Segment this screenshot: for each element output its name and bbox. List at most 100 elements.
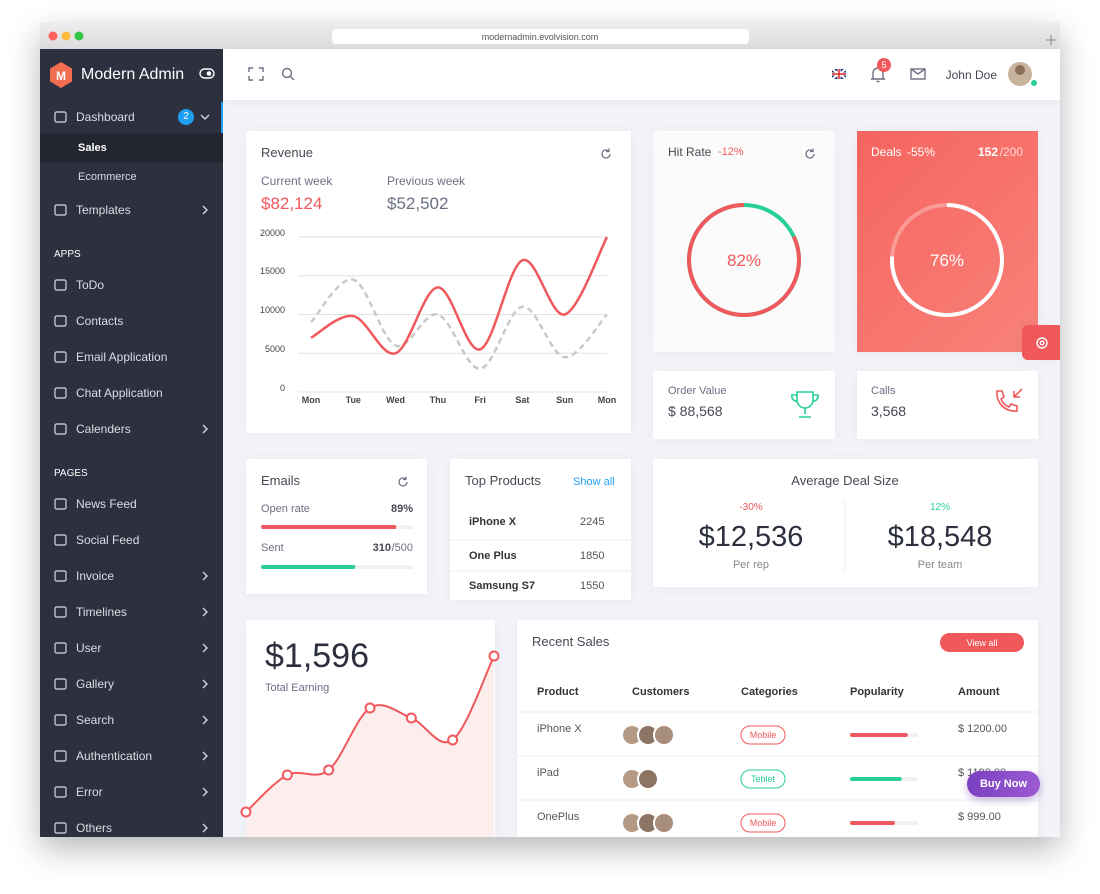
- nav-item[interactable]: News Feed: [76, 497, 137, 511]
- nav-icon: [54, 351, 67, 363]
- avatar-head: [1015, 65, 1025, 75]
- chevron: [200, 114, 210, 120]
- zoom-dot[interactable]: [74, 31, 84, 41]
- change: -12%: [718, 145, 744, 158]
- card-title: Average Deal Size: [791, 472, 899, 488]
- toggle-icon[interactable]: [199, 68, 215, 79]
- point: [488, 650, 500, 662]
- nav-item[interactable]: Social Feed: [76, 533, 140, 547]
- button-label[interactable]: View all: [966, 637, 998, 648]
- product-name: Samsung S7: [469, 579, 536, 592]
- nav-item[interactable]: Templates: [76, 203, 131, 217]
- product-name: iPad: [537, 766, 560, 779]
- nav-heading: PAGES: [54, 468, 88, 479]
- viewport: modernadmin.evolvision.com M Modern Admin 5…: [40, 22, 1060, 837]
- stat-label: Calls: [871, 384, 896, 397]
- chevron: [202, 643, 208, 653]
- nav-icon: [54, 786, 67, 798]
- view-all-button[interactable]: [940, 633, 1024, 652]
- nav-item[interactable]: Authentication: [76, 749, 153, 763]
- chevron: [202, 607, 208, 617]
- url-bar[interactable]: [332, 29, 749, 44]
- flag-icon[interactable]: [831, 68, 847, 80]
- deal-value: $18,548: [887, 520, 993, 553]
- nav-item[interactable]: Email Application: [76, 350, 168, 364]
- nav-item[interactable]: Others: [76, 821, 113, 835]
- column-header: Customers: [632, 685, 690, 698]
- open-indicator: [221, 102, 223, 133]
- popularity-bar: [850, 733, 908, 737]
- nav-icon: [54, 642, 67, 654]
- search-icon[interactable]: [281, 67, 295, 81]
- nav-item[interactable]: User: [76, 641, 102, 655]
- progress-bar: [261, 565, 356, 569]
- nav-item[interactable]: Invoice: [76, 569, 115, 583]
- refresh-icon[interactable]: [398, 476, 408, 487]
- mail-icon[interactable]: [910, 68, 926, 80]
- order-value-card: [653, 371, 835, 439]
- minimize-dot[interactable]: [61, 31, 71, 41]
- card-title: Revenue: [261, 144, 314, 160]
- category-pill: [740, 725, 786, 745]
- nav-badge: [178, 109, 194, 125]
- chevron: [202, 424, 208, 434]
- stat-value: 89%: [390, 502, 413, 515]
- category: Mobile: [749, 817, 777, 828]
- buy-now-button[interactable]: Buy Now: [967, 771, 1040, 797]
- trophy-icon: [791, 391, 819, 418]
- expand-icon[interactable]: [248, 67, 264, 81]
- x-tick-label: Tue: [345, 394, 361, 405]
- settings-icon[interactable]: [1036, 337, 1048, 349]
- close-dot[interactable]: [48, 31, 58, 41]
- revenue-card: [246, 131, 631, 433]
- nav-item[interactable]: Dashboard: [76, 110, 135, 124]
- link[interactable]: Show all: [573, 475, 615, 488]
- nav-heading: APPS: [54, 249, 81, 260]
- stat-label: Sent: [261, 541, 284, 554]
- progress-bar: [261, 525, 397, 529]
- column-header: Categories: [741, 685, 798, 698]
- logo-mark: [50, 62, 72, 88]
- customer-avatar: [653, 812, 675, 834]
- new-tab-icon[interactable]: [1046, 35, 1056, 45]
- category: Teblet: [750, 773, 776, 784]
- nav-item[interactable]: Timelines: [76, 605, 127, 619]
- line-series: [310, 278, 608, 370]
- nav-item[interactable]: Sales: [78, 141, 107, 154]
- nav-item[interactable]: Error: [76, 785, 103, 799]
- nav-item[interactable]: Ecommerce: [78, 170, 137, 183]
- chevron: [202, 679, 208, 689]
- product-count: 1850: [580, 549, 605, 562]
- refresh-icon[interactable]: [601, 148, 611, 159]
- user-name[interactable]: John Doe: [945, 68, 997, 82]
- refresh-icon[interactable]: [805, 148, 815, 159]
- stat-value: $ 88,568: [668, 403, 723, 419]
- point: [323, 764, 335, 776]
- stat-value: 3,568: [871, 403, 907, 419]
- notification-badge: [877, 58, 891, 72]
- stat-value: 310: [372, 541, 391, 554]
- area: [246, 656, 494, 837]
- nav-icon: [54, 750, 67, 762]
- x-tick-label: Mon: [597, 394, 617, 405]
- settings-tab[interactable]: [1022, 325, 1060, 360]
- card-title: Deals: [871, 145, 902, 159]
- nav-item[interactable]: Search: [76, 713, 115, 727]
- nav-item[interactable]: Calenders: [76, 422, 131, 436]
- chevron: [202, 823, 208, 833]
- stat-value: $82,124: [261, 193, 323, 213]
- change: -30%: [739, 502, 763, 513]
- x-tick-label: Wed: [386, 394, 405, 405]
- change: -55%: [907, 145, 936, 159]
- nav-item[interactable]: Chat Application: [76, 386, 163, 400]
- column-header: Popularity: [850, 685, 904, 698]
- browser-window: modernadmin.evolvision.com M Modern Admin 5…: [40, 22, 1060, 837]
- nav-item[interactable]: Gallery: [76, 677, 115, 691]
- chevron: [202, 787, 208, 797]
- x-tick-label: Sun: [556, 394, 574, 405]
- stat-label: Open rate: [261, 502, 310, 515]
- nav-item[interactable]: Contacts: [76, 314, 124, 328]
- popularity-bar: [850, 821, 895, 825]
- y-tick-label: 0: [279, 382, 285, 393]
- nav-item[interactable]: ToDo: [76, 278, 105, 292]
